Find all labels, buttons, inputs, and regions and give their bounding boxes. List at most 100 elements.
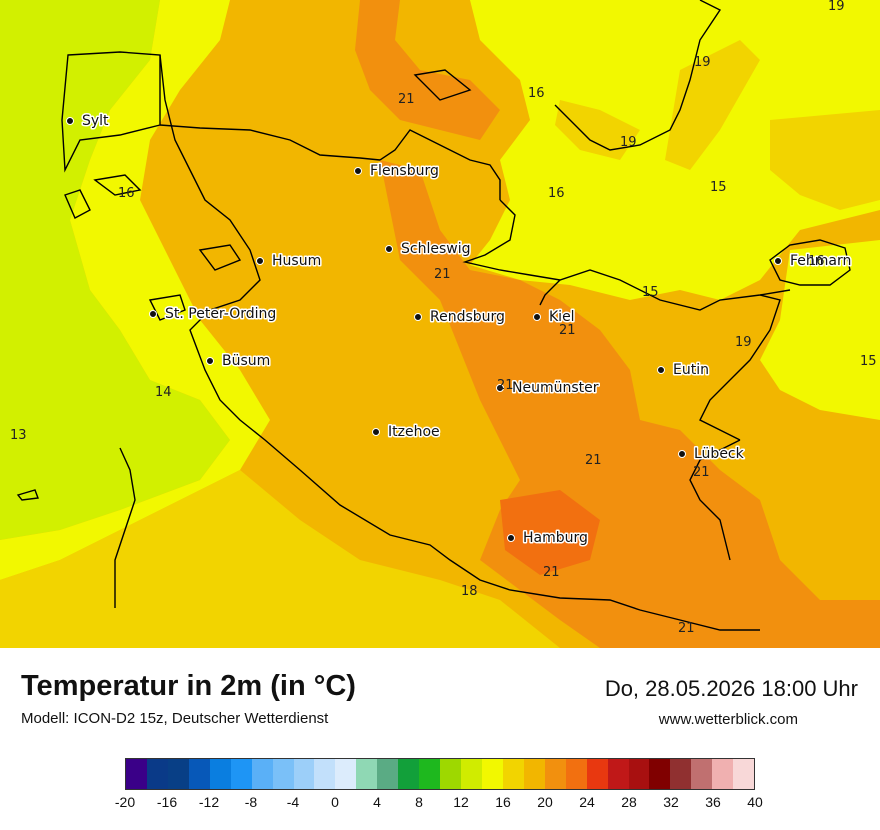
color-scale-swatch — [146, 759, 168, 789]
color-scale-swatch — [251, 759, 273, 789]
city-markers: Sylt Flensburg Husum Schleswig St. Peter… — [66, 112, 853, 548]
coastline-flensburg-fjord — [379, 129, 501, 200]
city-label-neumuenster: Neumünster — [512, 380, 599, 396]
isotherm-label: 18 — [461, 584, 478, 599]
isotherm-label: 19 — [694, 55, 711, 70]
isotherm-label: 15 — [710, 180, 727, 195]
city-st-peter-ording[interactable]: St. Peter-Ording — [149, 305, 278, 324]
coastline-island-2 — [198, 244, 242, 271]
coastline-west-mainland — [159, 54, 760, 631]
footer-panel: Temperatur in 2m (in °C) Modell: ICON-D2… — [0, 648, 880, 830]
city-flensburg[interactable]: Flensburg — [354, 162, 440, 181]
color-scale-swatch — [461, 759, 482, 789]
color-scale-swatch — [126, 759, 147, 789]
color-scale-tick-label: 16 — [495, 794, 511, 810]
coastline-island-4 — [64, 189, 91, 219]
city-hamburg[interactable]: Hamburg — [507, 529, 589, 548]
temp-zone-14 — [0, 0, 230, 540]
color-scale-swatch — [607, 759, 629, 789]
color-scale-swatch — [209, 759, 231, 789]
temp-zone-19-baltic — [555, 100, 640, 160]
isotherm-label: 14 — [155, 385, 172, 400]
coastlines — [16, 0, 851, 631]
color-scale-tick-label: -12 — [198, 794, 220, 810]
isotherm-label: 15 — [860, 354, 877, 369]
color-scale-swatch — [188, 759, 210, 789]
isotherm-label: 19 — [828, 0, 845, 14]
color-scale-tick-label: 28 — [621, 794, 637, 810]
city-dot — [533, 313, 541, 321]
city-label-hamburg: Hamburg — [523, 530, 588, 546]
isotherm-label: 19 — [735, 335, 752, 350]
city-itzehoe[interactable]: Itzehoe — [372, 423, 441, 442]
temp-zone-18-south — [0, 470, 560, 648]
city-label-st-peter-ording: St. Peter-Ording — [165, 306, 276, 322]
isotherm-label: 21 — [497, 378, 514, 393]
city-label-eutin: Eutin — [673, 362, 709, 378]
color-scale-tick-label: 0 — [331, 794, 339, 810]
isotherm-label: 16 — [528, 86, 545, 101]
temp-zone-23-hamburg — [500, 490, 600, 575]
city-label-buesum: Büsum — [222, 353, 270, 369]
color-scale-ticks: -20 -16 -12 -8 -4 0 4 8 12 16 20 24 28 32 36 40 — [115, 794, 763, 814]
city-sylt[interactable]: Sylt — [66, 112, 111, 131]
coastline-elbe-north — [114, 447, 136, 608]
city-neumuenster[interactable]: Neumünster — [496, 379, 600, 398]
city-husum[interactable]: Husum — [256, 252, 323, 271]
color-scale-swatch — [628, 759, 650, 789]
temp-zone-15-east — [760, 240, 880, 420]
city-kiel[interactable]: Kiel — [533, 308, 576, 327]
color-scale-tick-label: 4 — [373, 794, 381, 810]
isotherm-label: 21 — [559, 323, 576, 338]
city-fehmarn[interactable]: Fehmarn — [774, 252, 853, 271]
isotherm-label: 16 — [548, 186, 565, 201]
city-dot — [256, 257, 264, 265]
color-scale-tick-label: 12 — [453, 794, 469, 810]
isotherm-label: 16 — [808, 254, 825, 269]
coastline-island-1 — [93, 174, 142, 196]
forecast-datetime: Do, 28.05.2026 18:00 Uhr — [604, 676, 858, 701]
temp-zone-19-northeast — [770, 110, 880, 210]
color-scale-swatch — [377, 759, 399, 789]
city-dot — [385, 245, 393, 253]
coastline-sylt — [61, 51, 161, 173]
temp-zone-19-cape — [665, 40, 760, 170]
isotherm-label: 15 — [642, 285, 659, 300]
border-germany-denmark — [159, 124, 381, 161]
map-title: Temperatur in 2m (in °C) — [21, 670, 356, 702]
color-scale-swatch — [293, 759, 315, 789]
isotherm-label: 21 — [398, 92, 415, 107]
color-scale-tick-label: -16 — [156, 794, 178, 810]
city-dot — [372, 428, 380, 436]
coastline-kiel-fjord — [539, 279, 561, 306]
city-buesum[interactable]: Büsum — [206, 352, 272, 371]
isotherm-labels: 19 19 16 21 19 16 16 15 16 21 15 21 19 1… — [10, 0, 877, 636]
color-scale-tick-label: -8 — [244, 794, 258, 810]
isotherm-label: 21 — [543, 565, 560, 580]
temp-zone-21-north — [355, 0, 500, 140]
city-luebeck[interactable]: Lübeck — [678, 445, 746, 464]
color-scale-swatch — [544, 759, 566, 789]
isotherm-label: 21 — [678, 621, 695, 636]
city-eutin[interactable]: Eutin — [657, 361, 710, 380]
isotherm-label: 19 — [620, 135, 637, 150]
city-label-schleswig: Schleswig — [401, 241, 470, 257]
city-rendsburg[interactable]: Rendsburg — [414, 308, 506, 327]
coastline-island-5 — [16, 489, 39, 501]
border-mecklenburg — [689, 439, 741, 561]
color-scale-swatch — [523, 759, 545, 789]
color-scale-swatch — [419, 759, 441, 789]
color-scale-swatch — [733, 759, 755, 789]
city-schleswig[interactable]: Schleswig — [385, 240, 472, 259]
coastline-island-6 — [413, 69, 472, 101]
color-scale-swatch — [314, 759, 336, 789]
color-scale-tick-label: 40 — [747, 794, 763, 810]
city-label-itzehoe: Itzehoe — [388, 424, 440, 440]
isotherm-label: 21 — [693, 465, 710, 480]
color-scale-swatch — [649, 759, 671, 789]
isotherm-label: 16 — [118, 186, 135, 201]
color-scale-swatch — [440, 759, 461, 789]
coastline-northeast — [554, 0, 722, 151]
website-link[interactable]: www.wetterblick.com — [658, 711, 798, 728]
color-scale-swatch — [712, 759, 734, 789]
